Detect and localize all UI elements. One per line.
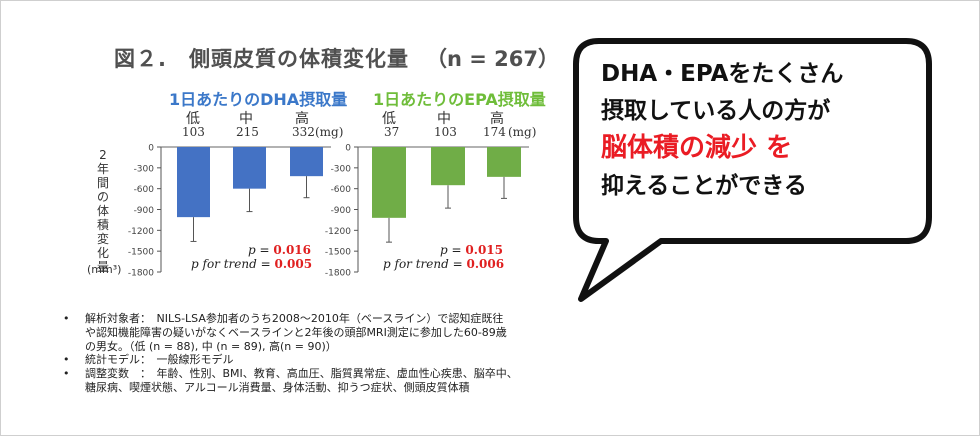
dha-level-high: 高 [295,111,309,127]
y-axis-label-char: 体 [96,204,109,218]
bubble-highlight-particle: を [757,133,793,163]
notes: • 解析対象者： NILS-LSA参加者のうち2008～2010年（ベースライン… [63,312,518,395]
epa-intake-low: 37 [384,125,400,139]
bullet: • [63,353,70,367]
figure-title: 図２. 側頭皮質の体積変化量 [114,47,409,71]
y-tick-label: -1800 [128,269,154,279]
epa-level-low: 低 [382,111,396,127]
y-tick-label: 0 [148,144,154,154]
dha-intake-low: 103 [182,125,205,139]
note-line: や認知機能障害の疑いがなくベースラインと2年後の頭部MRI測定に参加した60-8… [85,325,507,339]
epa-p-trend: p for trend = 0.006 [383,257,505,271]
dha-intake-mid: 215 [236,125,259,139]
epa-intake-mid: 103 [434,125,457,139]
note-model: • 統計モデル： 一般線形モデル [63,353,518,367]
y-axis-unit: (mm³) [87,263,122,276]
epa-level-mid: 中 [437,111,451,127]
y-axis-label-char: 間 [96,176,109,190]
epa-level-high: 高 [490,111,504,127]
y-tick-label: -1200 [128,227,154,237]
note-line: 調整変数 ： 年齢、性別、BMI、教育、高血圧、脂質異常症、虚血性心疾患、脳卒中… [85,367,518,381]
bar [431,147,465,186]
dha-p-value: p = 0.016 [248,243,311,257]
dha-panel-title: 1日あたりのDHA摂取量 [169,90,348,109]
bar [372,147,406,218]
dha-level-low: 低 [186,111,200,127]
y-axis-label-char: 積 [96,218,109,232]
note-covariates: • 調整変数 ： 年齢、性別、BMI、教育、高血圧、脂質異常症、虚血性心疾患、脳… [63,367,518,395]
bar [290,147,323,177]
note-line: の男女。（低 (n = 88), 中 (n = 89), 高(n = 90)） [85,339,337,353]
bar [233,147,266,189]
dha-level-mid: 中 [239,111,253,127]
y-tick-label: -1500 [128,248,154,258]
bubble-line-4: 抑えることができる [601,173,807,199]
epa-p-value: p = 0.015 [440,243,503,257]
epa-intake-unit: (mg) [508,125,537,139]
bubble-message: DHA・EPAをたくさん 摂取している人の方が 脳体積の減少 を 抑えることがで… [601,56,921,205]
bubble-highlight: 脳体積の減少 [601,133,758,163]
bubble-line-3: 脳体積の減少 を [601,130,921,168]
y-tick-label: -1500 [325,248,351,258]
y-tick-label: -300 [331,164,352,174]
y-axis-label-char: 化 [96,246,109,260]
dha-p-trend: p for trend = 0.005 [191,257,313,271]
y-tick-label: -900 [331,206,352,216]
y-axis-label-char: 年 [96,162,109,176]
note-line: 解析対象者： NILS-LSA参加者のうち2008～2010年（ベースライン）で… [85,312,504,325]
y-tick-label: -900 [134,206,155,216]
y-tick-label: -1200 [325,227,351,237]
bullet: • [63,312,70,325]
note-subjects: • 解析対象者： NILS-LSA参加者のうち2008～2010年（ベースライン… [63,312,518,353]
y-axis-label-char: 変 [96,232,109,246]
dha-intake-high: 332 [292,125,315,139]
note-line: 糖尿病、喫煙状態、アルコール消費量、身体活動、抑うつ症状、側頭皮質体積 [85,380,470,394]
dha-intake-unit: (mg) [315,125,344,139]
y-axis-label-char: の [96,190,109,204]
bubble-line-2: 摂取している人の方が [601,98,831,124]
epa-intake-high: 174 [483,125,506,139]
y-axis-label-char: 量 [96,260,109,274]
bar [177,147,210,218]
note-line: 統計モデル： 一般線形モデル [85,353,234,367]
y-tick-label: -1800 [325,269,351,279]
y-tick-label: -600 [134,185,155,195]
sample-size-label: （n = 267） [426,47,560,71]
y-tick-label: -600 [331,185,352,195]
bar [487,147,521,177]
y-tick-label: -300 [134,164,155,174]
epa-panel-title: 1日あたりのEPA摂取量 [373,90,546,109]
bubble-line-1: DHA・EPAをたくさん [601,61,844,87]
y-axis-label-char: 2 [99,148,107,162]
y-tick-label: 0 [345,144,351,154]
y-axis-label: 2 年 間 の 体 積 変 化 量 [95,148,111,274]
bullet: • [63,367,70,381]
